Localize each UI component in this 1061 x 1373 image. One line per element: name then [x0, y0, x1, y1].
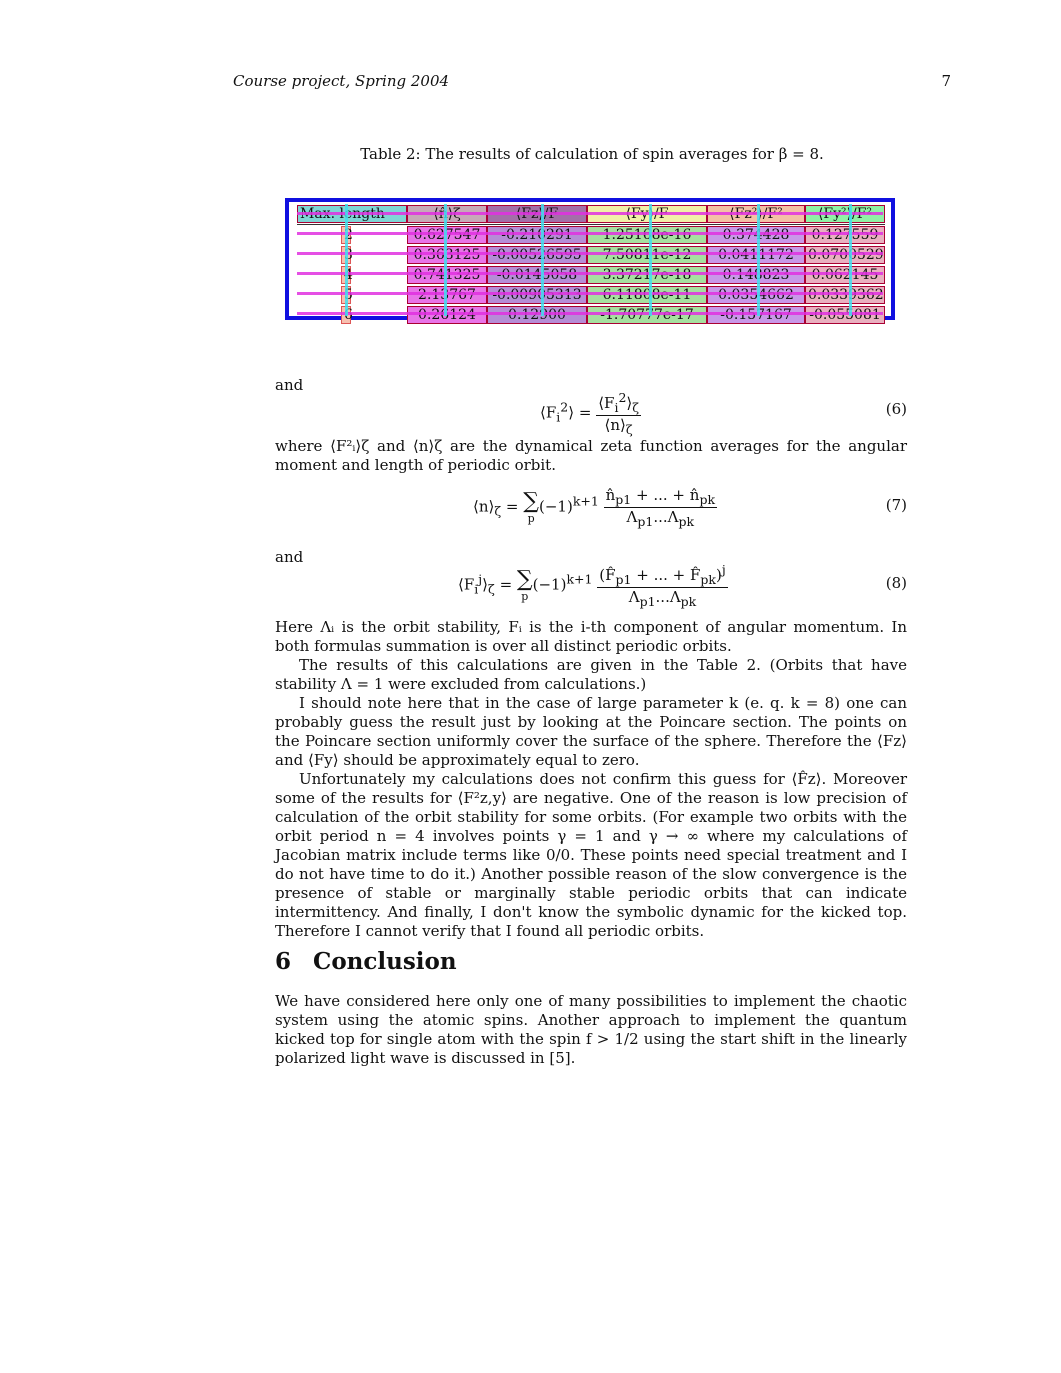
row-overlay-line: [297, 312, 883, 315]
unfortunately-paragraph: Unfortunately my calculations does not c…: [275, 770, 907, 940]
section-heading: 6 Conclusion: [275, 948, 457, 975]
table-grid: Max. length ⟨n̂⟩ζ ⟨Fz⟩/F ⟨Fy⟩/F ⟨Fz²⟩/F²…: [297, 204, 885, 325]
where-paragraph-text: where ⟨F²ᵢ⟩ζ and ⟨n⟩ζ are the dynamical …: [275, 437, 907, 474]
running-header: Course project, Spring 2004 7: [233, 72, 951, 92]
table-cell: 1.25168e-16: [587, 226, 707, 244]
equation-7-number: (7): [885, 496, 907, 514]
table-caption: Table 2: The results of calculation of s…: [360, 145, 824, 163]
row-overlay-line: [297, 272, 883, 275]
equation-8: ⟨Fij⟩ζ = ∑ p (−1)k+1 (F̂p1 + ... + F̂pk)j …: [275, 562, 907, 612]
table-cell: 0.127559: [805, 226, 885, 244]
table-row: 6 0.26124 0.12900 -1.70777e-17 -0.157167…: [297, 305, 885, 325]
column-overlay-line: [444, 204, 447, 316]
note-paragraph: I should note here that in the case of l…: [275, 694, 907, 769]
table-cell: 0.148823: [707, 266, 805, 284]
row-overlay-line: [297, 252, 883, 255]
column-overlay-line: [345, 204, 348, 316]
fraction: ⟨Fi2⟩ζ ⟨n⟩ζ: [596, 390, 642, 437]
conclusion-paragraph-text: We have considered here only one of many…: [275, 992, 907, 1067]
running-title: Course project, Spring 2004: [233, 72, 450, 90]
here-paragraph: Here Λᵢ is the orbit stability, Fᵢ is th…: [275, 618, 907, 655]
section-number: 6: [275, 948, 292, 975]
row-overlay-line: [297, 212, 883, 215]
table-cell: -0.00905313: [487, 286, 587, 304]
table-row: 5 2.13767 -0.00905313 6.11808e-11 0.0354…: [297, 285, 885, 305]
table-cell: 2.13767: [407, 286, 487, 304]
table-cell: -0.0145058: [487, 266, 587, 284]
table-cell: 0.627547: [407, 226, 487, 244]
table-cell: 6.11808e-11: [587, 286, 707, 304]
table-cell: 0.0354662: [707, 286, 805, 304]
conclusion-paragraph: We have considered here only one of many…: [275, 992, 907, 1068]
results-table: Max. length ⟨n̂⟩ζ ⟨Fz⟩/F ⟨Fy⟩/F ⟨Fz²⟩/F²…: [285, 198, 895, 324]
equation-6-formula: ⟨Fi2⟩ = ⟨Fi2⟩ζ ⟨n⟩ζ: [540, 390, 642, 437]
table-cell: 7.50811e-12: [587, 246, 707, 264]
equation-8-number: (8): [885, 574, 907, 592]
fraction: (F̂p1 + ... + F̂pk)j Λp1...Λpk: [597, 562, 728, 609]
column-overlay-line: [649, 204, 652, 316]
table-cell: 0.0411172: [707, 246, 805, 264]
table-cell: 0.26124: [407, 306, 487, 324]
row-overlay-line: [297, 232, 883, 235]
column-overlay-line: [757, 204, 760, 316]
table-cell: 0.062145: [805, 266, 885, 284]
equation-6: ⟨Fi2⟩ = ⟨Fi2⟩ζ ⟨n⟩ζ (6): [275, 390, 907, 437]
table-cell: 0.0700529: [805, 246, 885, 264]
equation-7: ⟨n⟩ζ = ∑ p (−1)k+1 n̂p1 + ... + n̂pk Λp1..…: [275, 486, 907, 534]
column-overlay-line: [541, 204, 544, 316]
table-cell: -1.70777e-17: [587, 306, 707, 324]
column-overlay-line: [849, 204, 852, 316]
and-text-1: and: [275, 376, 304, 394]
equation-6-number: (6): [885, 400, 907, 418]
main-paragraphs: Here Λᵢ is the orbit stability, Fᵢ is th…: [275, 618, 907, 941]
fraction: n̂p1 + ... + n̂pk Λp1...Λpk: [603, 486, 718, 529]
where-paragraph: where ⟨F²ᵢ⟩ζ and ⟨n⟩ζ are the dynamical …: [275, 437, 907, 475]
table-cell: -0.157167: [707, 306, 805, 324]
table-cell: 0.12900: [487, 306, 587, 324]
table-cell: 0.741325: [407, 266, 487, 284]
table-cell: -0.055081: [805, 306, 885, 324]
row-overlay-line: [297, 292, 883, 295]
table-row: 4 0.741325 -0.0145058 3.37217e-18 0.1488…: [297, 265, 885, 285]
and-text-2: and: [275, 548, 304, 566]
table-cell: -0.00526595: [487, 246, 587, 264]
table-cell: 0.374428: [707, 226, 805, 244]
section-title: Conclusion: [313, 948, 457, 975]
page-number: 7: [941, 72, 951, 90]
table-row: 2 0.627547 -0.210291 1.25168e-16 0.37442…: [297, 225, 885, 245]
table-cell: -0.210291: [487, 226, 587, 244]
results-paragraph: The results of this calculations are giv…: [275, 656, 907, 693]
equation-7-formula: ⟨n⟩ζ = ∑ p (−1)k+1 n̂p1 + ... + n̂pk Λp1..…: [473, 486, 718, 529]
table-cell: 0.363125: [407, 246, 487, 264]
equation-8-formula: ⟨Fij⟩ζ = ∑ p (−1)k+1 (F̂p1 + ... + F̂pk)j …: [458, 562, 728, 609]
table-cell: 3.37217e-18: [587, 266, 707, 284]
table-cell: 0.0339362: [805, 286, 885, 304]
table-row: 3 0.363125 -0.00526595 7.50811e-12 0.041…: [297, 245, 885, 265]
